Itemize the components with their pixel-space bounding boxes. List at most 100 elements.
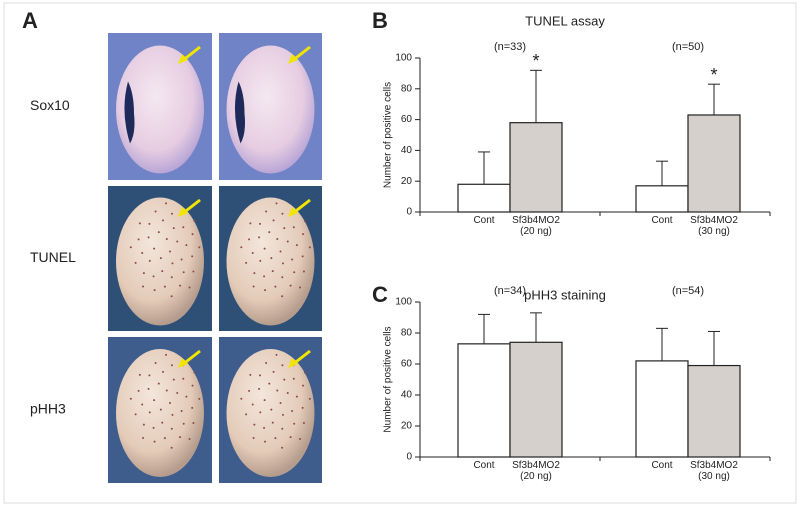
dot: [249, 222, 252, 225]
dot: [251, 403, 254, 406]
dot: [162, 219, 165, 222]
dot: [248, 389, 251, 392]
dot: [289, 284, 292, 287]
bar: [457, 343, 511, 458]
dot: [302, 233, 305, 236]
dot: [191, 255, 194, 258]
arrow-head: [288, 358, 298, 368]
dot: [188, 286, 191, 289]
embryo: [116, 349, 204, 477]
dot: [163, 437, 166, 440]
dot: [170, 427, 173, 430]
dot: [172, 227, 175, 230]
dot: [153, 399, 156, 402]
dot: [142, 437, 145, 440]
dot: [138, 222, 141, 225]
dot: [240, 246, 243, 249]
y-axis-label: Number of positive cells: [383, 326, 394, 432]
x-tick-label: Sf3b4MO2 (20 ng): [512, 215, 560, 237]
dot: [170, 364, 173, 367]
dot: [134, 261, 137, 264]
dot: [259, 411, 262, 414]
dot: [281, 276, 284, 279]
dot: [180, 258, 183, 261]
dot: [272, 219, 275, 222]
dot: [170, 295, 173, 298]
dot: [193, 371, 196, 374]
dot: [153, 440, 156, 443]
dot: [134, 413, 137, 416]
dot: [137, 238, 140, 241]
y-tick-label: 60: [401, 114, 413, 125]
dot: [148, 374, 151, 377]
dot: [281, 446, 284, 449]
dot: [191, 406, 194, 409]
x-tick-label: Cont: [651, 215, 673, 226]
row-label: Sox10: [30, 97, 70, 113]
x-tick-label: Cont: [651, 215, 673, 226]
y-axis-label: Number of positive cells: [383, 82, 394, 188]
dot: [147, 236, 150, 239]
dot: [302, 270, 305, 273]
dot: [253, 423, 256, 426]
dot: [263, 275, 266, 278]
dot: [245, 413, 248, 416]
dot: [148, 259, 151, 262]
dot: [141, 251, 144, 254]
dot: [268, 231, 271, 234]
dot: [165, 202, 167, 205]
x-tick-label: Sf3b4MO2 (30 ng): [690, 460, 738, 482]
dot: [251, 251, 254, 254]
arrow-head: [178, 54, 188, 64]
significance: *: [532, 51, 539, 71]
y-tick-label: 20: [401, 421, 413, 432]
dot: [248, 238, 251, 241]
dot: [170, 212, 173, 215]
dot: [182, 377, 185, 380]
dot: [265, 210, 268, 213]
dot: [182, 271, 185, 274]
dot: [176, 240, 179, 243]
x-tick-label: Cont: [473, 460, 494, 471]
dot: [281, 413, 284, 416]
dot: [245, 261, 248, 264]
y-tick-label: 100: [395, 297, 412, 308]
dot: [191, 233, 194, 236]
dot: [154, 210, 157, 213]
dot: [147, 387, 150, 390]
bar: [509, 341, 563, 458]
dot: [193, 220, 196, 223]
embryo: [116, 197, 204, 326]
dot: [191, 384, 194, 387]
dot: [141, 403, 144, 406]
y-tick-label: 80: [401, 328, 413, 339]
dot: [142, 272, 145, 275]
dot: [301, 255, 304, 258]
dot: [291, 258, 294, 261]
dot: [292, 226, 295, 229]
dot: [192, 270, 195, 273]
chart-title: TUNEL assay: [525, 13, 605, 28]
dot: [264, 440, 267, 443]
dot: [129, 397, 132, 400]
bar: [509, 122, 563, 213]
x-tick-label: Cont: [651, 460, 673, 471]
dot: [293, 422, 296, 425]
x-tick-label: Sf3b4MO2 (20 ng): [512, 460, 560, 482]
dot: [154, 362, 157, 365]
dot: [169, 402, 172, 404]
dot: [142, 285, 145, 288]
dot: [308, 397, 311, 400]
x-tick-label: Sf3b4MO2 (20 ng): [512, 460, 560, 482]
dot: [299, 286, 302, 289]
bar: [635, 185, 689, 213]
dot: [279, 250, 282, 253]
dot: [165, 353, 167, 356]
y-tick-label: 0: [406, 207, 412, 218]
dot: [272, 370, 275, 373]
dot: [152, 275, 155, 278]
dot: [283, 227, 286, 230]
dot: [283, 378, 286, 381]
dot: [152, 426, 155, 429]
dot: [276, 389, 279, 392]
